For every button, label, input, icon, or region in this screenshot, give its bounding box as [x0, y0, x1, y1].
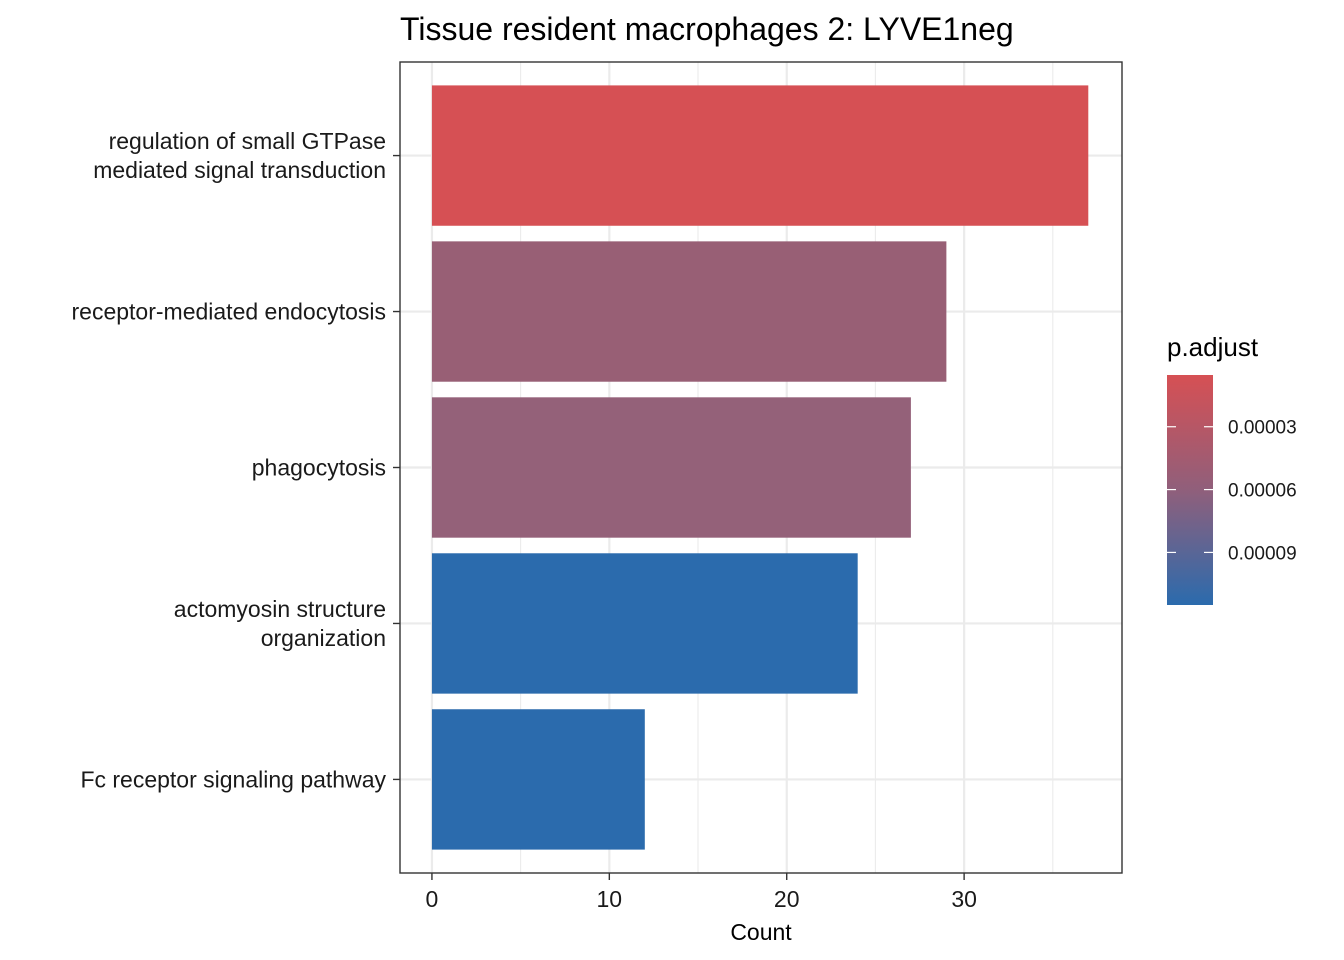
legend-tick-label: 0.00003: [1228, 418, 1297, 439]
bar: [431, 709, 645, 850]
y-tick-label: organization: [261, 625, 386, 651]
bar: [431, 85, 1089, 226]
y-axis: regulation of small GTPase mediated signa…: [72, 128, 400, 792]
legend-title: p.adjust: [1167, 332, 1259, 362]
y-tick-label: phagocytosis: [252, 455, 386, 481]
legend-tick-label: 0.00006: [1228, 481, 1297, 502]
legend-ticks: 0.00003 0.00006 0.00009: [1167, 418, 1297, 564]
y-tick-label: mediated signal transduction: [93, 157, 386, 183]
y-tick-label: receptor-mediated endocytosis: [72, 299, 387, 325]
x-tick-label: 30: [951, 886, 977, 912]
x-tick-label: 0: [426, 886, 439, 912]
x-tick-label: 20: [774, 886, 800, 912]
x-tick-label: 10: [597, 886, 623, 912]
legend: p.adjust 0.00003 0.00006 0.00009: [1167, 332, 1297, 605]
y-tick-label: actomyosin structure: [174, 596, 386, 622]
x-axis: 0 10 20 30: [426, 873, 977, 912]
bars: [431, 85, 1089, 850]
chart-title: Tissue resident macrophages 2: LYVE1neg: [400, 11, 1014, 47]
y-tick-label: regulation of small GTPase: [109, 128, 386, 154]
legend-tick-label: 0.00009: [1228, 543, 1297, 564]
bar: [431, 241, 947, 382]
bar: [431, 553, 858, 694]
y-tick-label: Fc receptor signaling pathway: [80, 766, 386, 792]
bar: [431, 397, 911, 538]
x-axis-title: Count: [730, 919, 792, 945]
